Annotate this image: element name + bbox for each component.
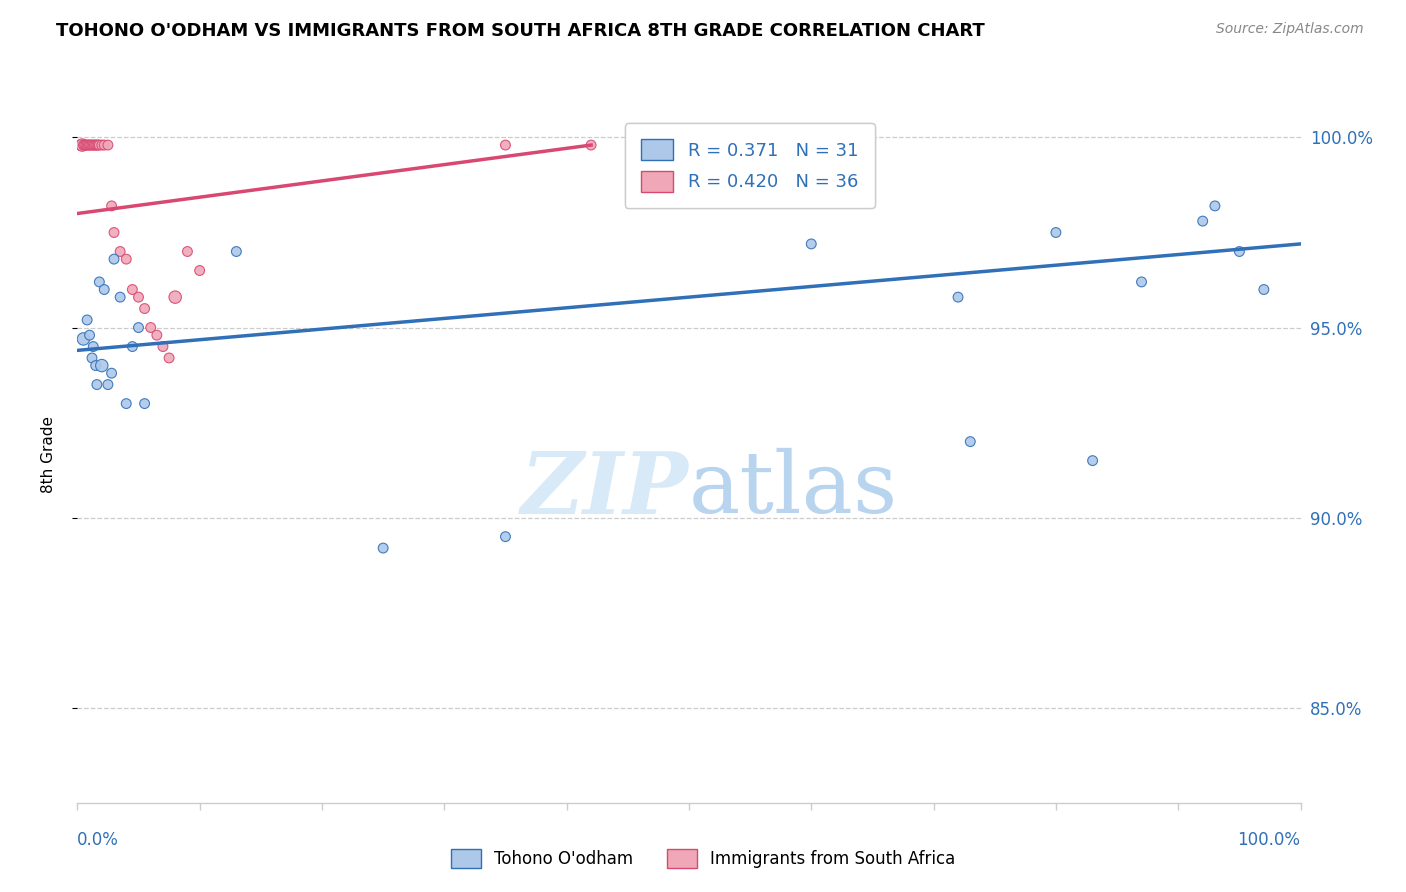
Point: [959, 434, 981, 449]
Point: [371, 541, 394, 555]
Text: ZIP: ZIP: [522, 448, 689, 532]
Point: [121, 340, 143, 354]
Point: [115, 396, 138, 410]
Point: [121, 283, 143, 297]
Text: 0.0%: 0.0%: [77, 830, 120, 848]
Point: [1229, 244, 1251, 259]
Y-axis label: 8th Grade: 8th Grade: [42, 417, 56, 493]
Point: [176, 244, 198, 259]
Point: [83, 138, 105, 153]
Point: [72, 138, 94, 153]
Point: [76, 313, 98, 327]
Point: [946, 290, 969, 304]
Point: [80, 351, 103, 365]
Point: [152, 340, 174, 354]
Point: [93, 138, 115, 153]
Point: [75, 138, 97, 153]
Point: [69, 138, 91, 153]
Point: [89, 275, 111, 289]
Point: [87, 138, 110, 153]
Point: [1204, 199, 1226, 213]
Point: [128, 290, 150, 304]
Point: [82, 138, 104, 153]
Point: [93, 283, 115, 297]
Point: [1191, 214, 1213, 228]
Legend: Tohono O'odham, Immigrants from South Africa: Tohono O'odham, Immigrants from South Af…: [444, 842, 962, 875]
Point: [79, 138, 101, 153]
Point: [103, 252, 125, 266]
Point: [146, 328, 169, 343]
Point: [77, 138, 100, 153]
Point: [73, 138, 96, 153]
Point: [495, 138, 517, 153]
Point: [134, 396, 156, 410]
Point: [72, 332, 94, 346]
Point: [128, 320, 150, 334]
Point: [84, 359, 107, 373]
Point: [89, 138, 111, 153]
Point: [70, 138, 93, 153]
Point: [188, 263, 211, 277]
Point: [225, 244, 247, 259]
Point: [579, 138, 602, 153]
Point: [100, 199, 122, 213]
Point: [82, 340, 104, 354]
Point: [108, 244, 131, 259]
Point: [97, 377, 120, 392]
Point: [103, 226, 125, 240]
Point: [1045, 226, 1067, 240]
Text: atlas: atlas: [689, 448, 898, 532]
Point: [1081, 453, 1104, 467]
Text: 100.0%: 100.0%: [1237, 830, 1301, 848]
Point: [80, 138, 103, 153]
Point: [157, 351, 180, 365]
Point: [495, 530, 517, 544]
Point: [86, 138, 108, 153]
Point: [90, 359, 112, 373]
Point: [108, 290, 131, 304]
Point: [80, 138, 103, 153]
Point: [70, 138, 93, 153]
Point: [79, 328, 101, 343]
Point: [97, 138, 120, 153]
Point: [134, 301, 156, 316]
Point: [139, 320, 162, 334]
Point: [76, 138, 98, 153]
Point: [100, 366, 122, 380]
Point: [165, 290, 187, 304]
Point: [84, 138, 107, 153]
Point: [1253, 283, 1275, 297]
Legend: R = 0.371   N = 31, R = 0.420   N = 36: R = 0.371 N = 31, R = 0.420 N = 36: [624, 123, 875, 208]
Text: TOHONO O'ODHAM VS IMMIGRANTS FROM SOUTH AFRICA 8TH GRADE CORRELATION CHART: TOHONO O'ODHAM VS IMMIGRANTS FROM SOUTH …: [56, 22, 986, 40]
Point: [90, 138, 112, 153]
Point: [1130, 275, 1153, 289]
Point: [115, 252, 138, 266]
Point: [800, 236, 823, 251]
Text: Source: ZipAtlas.com: Source: ZipAtlas.com: [1216, 22, 1364, 37]
Point: [86, 377, 108, 392]
